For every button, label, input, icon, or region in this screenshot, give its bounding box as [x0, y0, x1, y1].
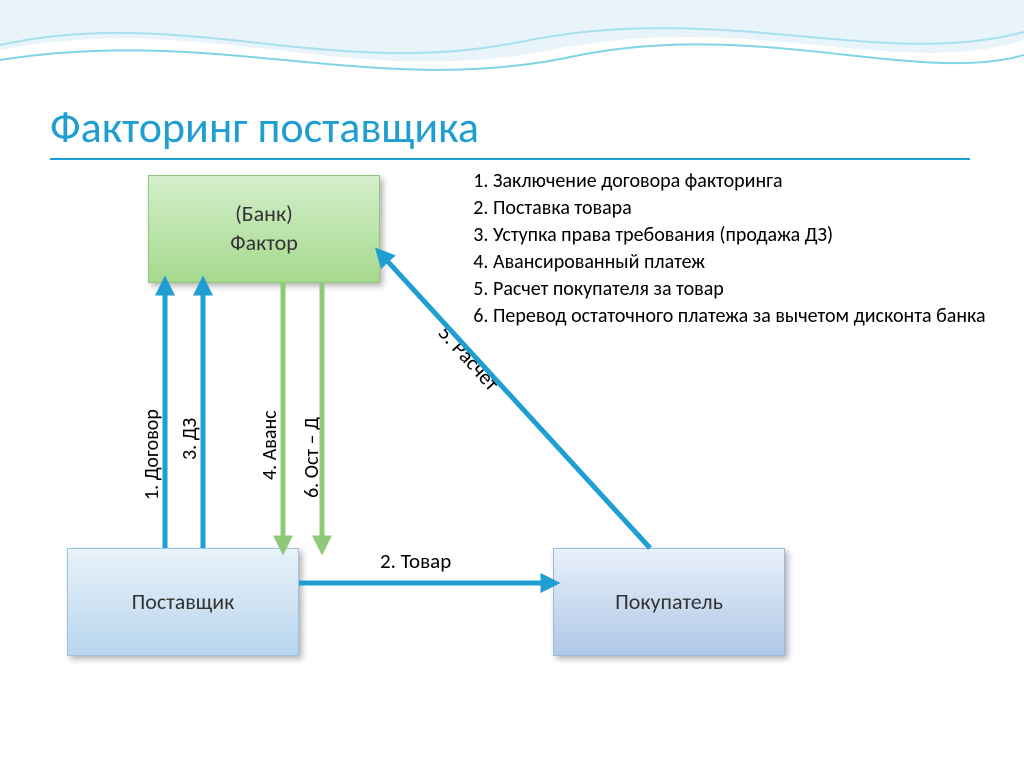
arrow-label: 5. Расчет [433, 320, 505, 396]
arrow-label: 4. Аванс [258, 410, 282, 480]
node-supplier-label: Поставщик [132, 588, 235, 617]
legend-item: Поставка товара [493, 195, 1000, 222]
node-buyer: Покупатель [553, 548, 785, 656]
title-underline [50, 158, 970, 160]
arrow-label: 3. ДЗ [178, 418, 202, 460]
wave-fill [0, 0, 1024, 62]
legend: Заключение договора факторингаПоставка т… [465, 168, 1000, 330]
legend-list: Заключение договора факторингаПоставка т… [465, 168, 1000, 330]
legend-item: Уступка права требования (продажа ДЗ) [493, 222, 1000, 249]
legend-item: Расчет покупателя за товар [493, 276, 1000, 303]
node-supplier: Поставщик [67, 548, 299, 656]
node-factor-label: (Банк)Фактор [230, 200, 298, 257]
page-title: Факторинг поставщика [50, 100, 479, 154]
arrow-label: 2. Товар [380, 548, 451, 574]
arrow-label: 6. Ост – Д [300, 417, 324, 498]
node-factor: (Банк)Фактор [148, 175, 380, 283]
legend-item: Заключение договора факторинга [493, 168, 1000, 195]
wave-decoration [0, 0, 1024, 100]
legend-item: Авансированный платеж [493, 249, 1000, 276]
arrow-label: 1. Договор [140, 409, 164, 500]
legend-item: Перевод остаточного платежа за вычетом д… [493, 303, 1000, 330]
node-buyer-label: Покупатель [615, 588, 723, 617]
